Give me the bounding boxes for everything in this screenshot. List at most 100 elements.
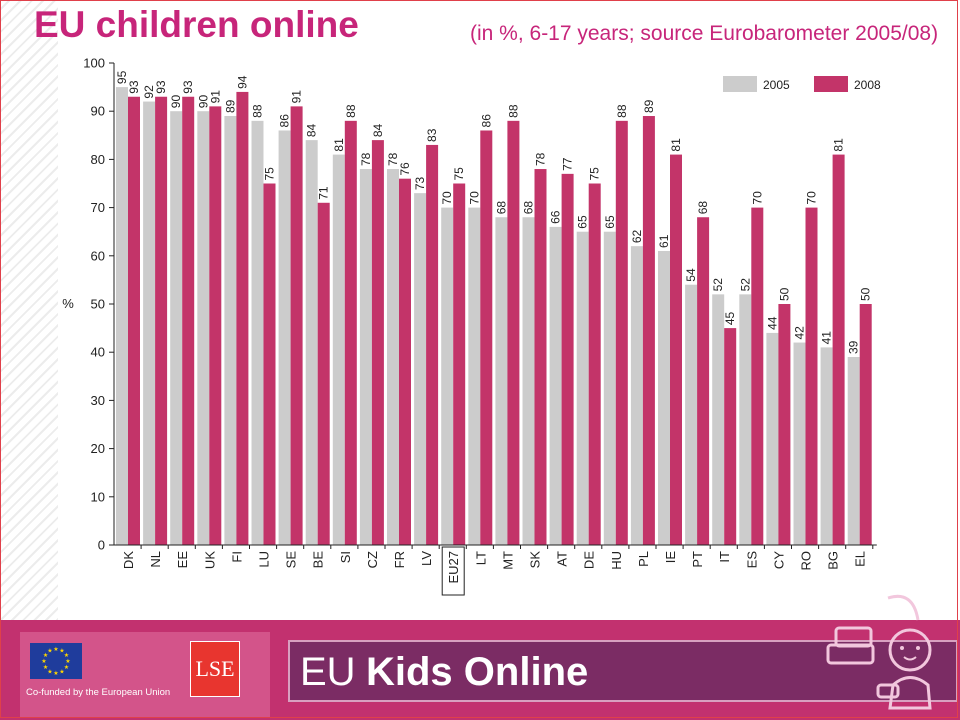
data-label-2005-LU: 88 — [251, 104, 265, 118]
x-tick-label-PT: PT — [690, 551, 705, 568]
x-tick-label-NL: NL — [148, 551, 163, 568]
y-tick-label: 100 — [83, 56, 105, 71]
svg-text:★: ★ — [65, 658, 70, 665]
data-label-2005-BG: 41 — [820, 331, 834, 345]
data-label-2008-MT: 88 — [506, 104, 520, 118]
x-tick-label-DK: DK — [121, 551, 136, 569]
bar-2005-EE — [170, 111, 183, 545]
data-label-2008-FR: 76 — [398, 162, 412, 176]
chart-axes: 0 10 20 30 40 50 60 70 80 90 100% DK NL EE UK FI LU SE BE S… — [62, 56, 877, 596]
svg-text:★: ★ — [64, 652, 69, 659]
bar-2005-SK — [522, 217, 535, 546]
x-tick-label-CZ: CZ — [365, 551, 380, 568]
bar-2005-DE — [576, 231, 589, 545]
data-label-2005-AT: 66 — [549, 210, 563, 224]
bar-2008-IT — [724, 328, 737, 545]
data-label-2008-PT: 68 — [696, 201, 710, 215]
svg-text:★: ★ — [47, 668, 52, 675]
data-label-2008-BG: 81 — [832, 138, 846, 152]
bar-2008-CY — [778, 304, 791, 545]
x-tick-label-EE: EE — [175, 551, 190, 569]
data-label-2008-EL: 50 — [859, 287, 873, 301]
bar-2005-SE — [278, 130, 291, 545]
x-tick-label-MT: MT — [500, 551, 515, 570]
x-tick-label-LV: LV — [419, 551, 434, 566]
data-label-2008-FI: 94 — [235, 75, 249, 89]
data-label-2008-CY: 50 — [777, 287, 791, 301]
bar-2008-SK — [534, 169, 547, 545]
data-label-2008-AT: 77 — [561, 157, 575, 171]
bar-2008-AT — [561, 173, 574, 546]
bar-2005-FI — [224, 116, 237, 546]
data-label-2005-PT: 54 — [684, 268, 698, 282]
bar-2005-BE — [305, 140, 318, 545]
y-tick-label: 60 — [91, 248, 105, 263]
bar-2005-PT — [685, 284, 698, 545]
bar-2008-RO — [805, 207, 818, 545]
data-label-2005-CZ: 78 — [359, 152, 373, 166]
data-label-2008-CZ: 84 — [371, 123, 385, 137]
bar-2008-LT — [480, 130, 493, 545]
legend-label-2005: 2005 — [763, 78, 790, 92]
data-label-2005-FI: 89 — [223, 99, 237, 113]
y-tick-label: 20 — [91, 441, 105, 456]
bar-2008-SE — [290, 106, 303, 545]
brand-name: Kids Online — [366, 650, 589, 694]
bar-2005-EU27 — [441, 207, 454, 545]
bar-2005-ES — [739, 294, 752, 545]
bar-2005-LT — [468, 207, 481, 545]
bar-2008-FR — [399, 178, 411, 545]
data-label-2008-BE: 71 — [317, 186, 331, 200]
x-tick-label-RO: RO — [799, 551, 814, 571]
data-label-2008-IT: 45 — [723, 311, 737, 325]
data-label-2008-LV: 83 — [425, 128, 439, 142]
y-axis-label: % — [62, 296, 74, 311]
bar-2005-IE — [658, 250, 670, 546]
svg-text:★: ★ — [53, 646, 58, 653]
child-at-computer-illustration — [826, 594, 932, 710]
bar-2008-UK — [209, 106, 222, 545]
svg-text:★: ★ — [47, 648, 52, 655]
data-label-2008-RO: 70 — [805, 191, 819, 205]
chart-legend: 2005 2008 — [723, 76, 881, 92]
x-tick-label-SE: SE — [284, 551, 299, 569]
data-label-2005-SI: 81 — [332, 138, 346, 152]
svg-text:★: ★ — [53, 670, 58, 677]
x-tick-label-FI: FI — [229, 551, 244, 563]
bar-2005-IT — [712, 294, 725, 545]
data-label-2005-LT: 70 — [467, 191, 481, 205]
eu-flag-icon: ★ ★ ★ ★ ★ ★ ★ ★ ★ ★ ★ ★ — [30, 643, 82, 679]
svg-text:★: ★ — [64, 664, 69, 671]
bar-2008-HU — [615, 120, 628, 545]
y-tick-label: 30 — [91, 393, 105, 408]
x-tick-label-LU: LU — [257, 551, 272, 568]
data-label-2005-ES: 52 — [738, 278, 752, 292]
x-tick-label-SI: SI — [338, 551, 353, 563]
bar-2008-ES — [751, 207, 764, 545]
bar-2005-SI — [332, 154, 345, 545]
y-tick-label: 50 — [91, 297, 105, 312]
x-tick-label-ES: ES — [744, 551, 759, 569]
bar-2005-EL — [847, 357, 860, 545]
x-tick-label-CY: CY — [771, 551, 786, 569]
y-tick-label: 40 — [91, 345, 105, 360]
data-label-2008-NL: 93 — [154, 80, 168, 94]
x-tick-label-PL: PL — [636, 551, 651, 567]
y-tick-label: 70 — [91, 200, 105, 215]
data-label-2005-BE: 84 — [305, 123, 319, 137]
x-tick-label-EL: EL — [853, 551, 868, 567]
page-title: EU children online — [34, 4, 359, 45]
bar-2005-CY — [766, 332, 779, 545]
bar-2008-EU27 — [453, 183, 466, 545]
data-label-2005-HU: 65 — [603, 215, 617, 229]
lse-logo-label: LSE — [195, 656, 235, 681]
bar-2008-PT — [697, 217, 710, 546]
data-label-2005-EE: 90 — [169, 95, 183, 109]
data-label-2008-UK: 91 — [208, 90, 222, 104]
data-label-2008-LU: 75 — [263, 167, 277, 181]
legend-label-2008: 2008 — [854, 78, 881, 92]
bar-2005-PL — [630, 246, 643, 545]
data-label-2008-HU: 88 — [615, 104, 629, 118]
data-label-2008-DE: 75 — [588, 167, 602, 181]
svg-text:★: ★ — [43, 652, 48, 659]
